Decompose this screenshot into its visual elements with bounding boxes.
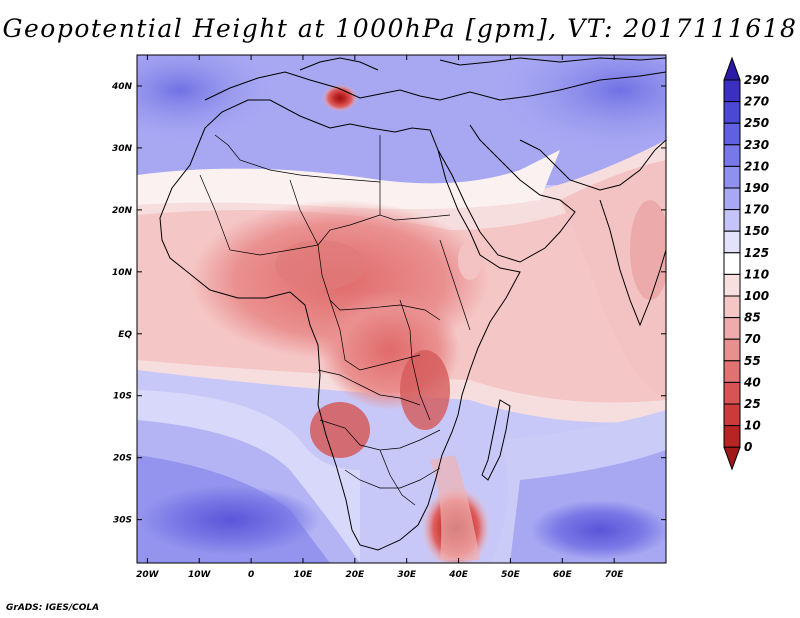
lat-label: 40N [111, 82, 133, 92]
colorbar-swatch [723, 187, 741, 211]
lat-label: 20S [113, 454, 132, 464]
map-frame [136, 54, 667, 564]
colorbar-swatch [723, 101, 741, 124]
colorbar-bottom-arrow [723, 446, 741, 471]
colorbar-label: 230 [744, 138, 769, 152]
colorbar-swatch [723, 403, 741, 427]
lat-label: 30N [112, 144, 133, 154]
colorbar-swatch [723, 295, 741, 319]
colorbar-swatch [723, 165, 741, 189]
lat-label: EQ [118, 330, 132, 340]
colorbar-swatch [723, 381, 741, 405]
colorbar-swatch [723, 209, 741, 232]
colorbar-label: 100 [744, 289, 769, 303]
colorbar-label: 190 [744, 181, 769, 195]
lat-label: 10N [112, 268, 133, 278]
colorbar-swatch [723, 425, 741, 448]
map-axes: 40N 30N 20N 10N EQ 10S 20S 30S 20W 10W 0 10E 20E 30E 4… [111, 55, 666, 580]
colorbar-swatch [723, 273, 741, 297]
lon-label: 20E [345, 570, 365, 580]
colorbar-swatch [723, 252, 741, 275]
coastlines [159, 57, 666, 551]
lon-label: 40E [448, 570, 469, 580]
colorbar-swatch [723, 122, 741, 146]
colorbar-label: 85 [744, 311, 761, 325]
lon-label: 30E [397, 570, 417, 580]
lon-label: 10W [188, 570, 212, 580]
colorbar-label: 290 [744, 73, 769, 87]
colorbar-swatch [723, 317, 741, 340]
colorbar-label: 70 [744, 332, 761, 346]
colorbar-label: 0 [744, 440, 752, 454]
colorbar-swatch [723, 360, 741, 383]
lat-label: 10S [113, 392, 132, 402]
colorbar-label: 125 [744, 246, 769, 260]
lat-label: 20N [112, 206, 133, 216]
lon-label: 50E [501, 570, 521, 580]
colorbar-swatch [723, 230, 741, 254]
lon-label: 0 [248, 570, 254, 580]
grads-credit: GrADS: IGES/COLA [6, 603, 100, 613]
height-field [137, 55, 666, 563]
lon-label: 20W [136, 570, 160, 580]
colorbar-label: 150 [744, 224, 769, 238]
map-title: Geopotential Height at 1000hPa [gpm], VT… [2, 14, 798, 43]
colorbar-label: 55 [744, 354, 761, 368]
colorbar-swatch [723, 144, 741, 167]
colorbar-swatch [723, 338, 741, 362]
lon-label: 60E [553, 570, 573, 580]
colorbar-label: 25 [744, 397, 761, 411]
lon-label: 70E [605, 570, 625, 580]
country-borders [199, 134, 471, 506]
colorbar-label: 250 [744, 116, 769, 130]
colorbar-top-arrow [723, 56, 741, 81]
colorbar: 2902702502302101901701501251101008570554… [723, 56, 769, 471]
colorbar-label: 110 [744, 267, 769, 281]
lon-label: 10E [294, 570, 314, 580]
lat-label: 30S [113, 516, 132, 526]
colorbar-label: 40 [743, 375, 761, 389]
colorbar-label: 170 [744, 203, 769, 217]
colorbar-swatch [723, 79, 741, 103]
colorbar-label: 270 [744, 95, 769, 109]
colorbar-label: 10 [744, 419, 761, 433]
colorbar-label: 210 [744, 159, 769, 173]
